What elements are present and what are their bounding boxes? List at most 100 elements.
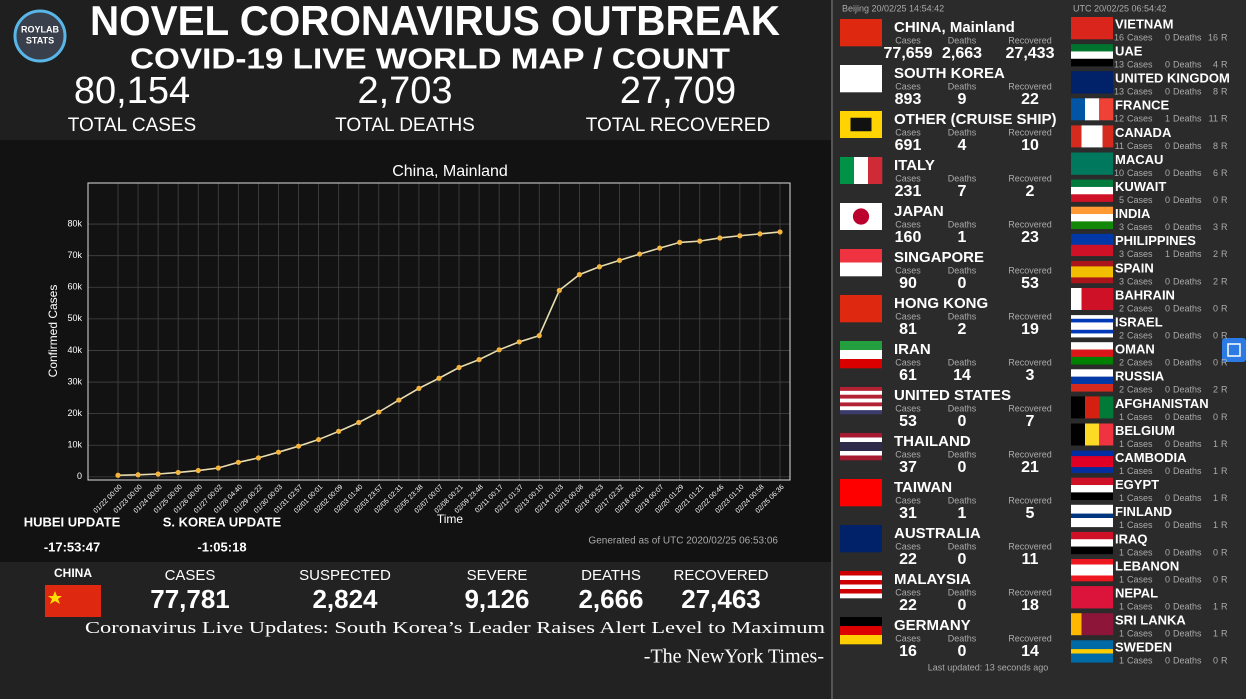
- country-name: BELGIUM: [1115, 423, 1175, 438]
- summary-label: CASES: [165, 567, 216, 584]
- flag: [1071, 214, 1113, 222]
- count: 0: [1165, 520, 1170, 530]
- count-label: Cases: [1127, 168, 1153, 178]
- count-label: Deaths: [1173, 87, 1202, 97]
- count: 31: [899, 505, 917, 522]
- count: 53: [1021, 275, 1039, 292]
- flag: [1071, 333, 1113, 338]
- data-point: [777, 229, 783, 235]
- country-name: UAE: [1115, 44, 1143, 59]
- column-label: Recovered: [1008, 587, 1052, 597]
- summary-value: 27,463: [681, 584, 761, 614]
- count: 7: [1026, 413, 1035, 430]
- data-point: [356, 419, 362, 426]
- y-tick-label: 30k: [67, 376, 82, 386]
- count: 2: [1119, 303, 1124, 313]
- flag: [1071, 564, 1113, 571]
- count: 0: [1165, 439, 1170, 449]
- flag: [1071, 539, 1113, 547]
- flag: [1071, 546, 1113, 555]
- update-time: -1:05:18: [197, 539, 246, 554]
- count-label: R: [1221, 59, 1228, 69]
- count-label: R: [1221, 629, 1228, 639]
- flag: [840, 584, 882, 590]
- column-label: Deaths: [948, 173, 977, 183]
- count: 2: [1213, 276, 1218, 286]
- country-name: SWEDEN: [1115, 640, 1172, 655]
- flag: [840, 406, 882, 411]
- count-label: Cases: [1127, 466, 1153, 476]
- flag: [840, 455, 882, 461]
- count: 13: [1114, 59, 1124, 69]
- count: 1: [958, 505, 967, 522]
- count-label: R: [1221, 276, 1228, 286]
- count: 1: [1213, 439, 1218, 449]
- column-label: Recovered: [1008, 541, 1052, 551]
- count: 231: [895, 183, 922, 200]
- count: 1: [1119, 574, 1124, 584]
- count: 14: [953, 367, 971, 384]
- count: 19: [1021, 321, 1039, 338]
- count: 0: [1213, 656, 1218, 666]
- count-label: R: [1221, 303, 1228, 313]
- count: 77,659: [884, 45, 933, 62]
- column-label: Cases: [895, 265, 921, 275]
- source: -The NewYork Times-: [644, 646, 824, 668]
- count-label: R: [1221, 547, 1228, 557]
- count-label: Deaths: [1173, 168, 1202, 178]
- flag: [1071, 233, 1113, 246]
- count: 0: [1213, 303, 1218, 313]
- count-label: Deaths: [1173, 520, 1202, 530]
- data-point: [596, 264, 603, 270]
- flag: [1071, 653, 1113, 659]
- country-name: KUWAIT: [1115, 179, 1166, 194]
- column-label: Recovered: [1008, 495, 1052, 505]
- flag: [840, 593, 882, 599]
- flag: [1071, 518, 1113, 523]
- count: 2: [1119, 330, 1124, 340]
- stat-label: TOTAL RECOVERED: [586, 115, 770, 136]
- generated-note: Generated as of UTC 2020/02/25 06:53:06: [588, 536, 778, 547]
- count: 90: [899, 275, 917, 292]
- country-name: NEPAL: [1115, 586, 1158, 601]
- count-label: Cases: [1127, 249, 1153, 259]
- count-label: Cases: [1127, 574, 1153, 584]
- count: 0: [1165, 330, 1170, 340]
- count-label: R: [1221, 358, 1228, 368]
- stat-value: 2,703: [357, 70, 452, 112]
- column-label: Cases: [895, 357, 921, 367]
- column-label: Deaths: [948, 403, 977, 413]
- count: 6: [1213, 168, 1218, 178]
- country-name: MACAU: [1115, 152, 1163, 167]
- flag: [1071, 450, 1113, 457]
- data-point: [496, 347, 502, 353]
- count-label: Deaths: [1173, 466, 1202, 476]
- country-name: SOUTH KOREA: [894, 65, 1005, 82]
- count: 37: [899, 459, 917, 476]
- count-label: Cases: [1127, 114, 1153, 124]
- flag: [1071, 194, 1113, 202]
- flag: [840, 571, 882, 576]
- flag: [840, 359, 882, 369]
- flag: [1102, 613, 1114, 636]
- column-label: Cases: [895, 495, 921, 505]
- flag: [1071, 461, 1113, 468]
- count: 691: [895, 137, 922, 154]
- count: 0: [958, 551, 967, 568]
- flag: [840, 442, 882, 447]
- count: 1: [1165, 114, 1170, 124]
- column-label: Recovered: [1008, 449, 1052, 459]
- count: 0: [958, 597, 967, 614]
- count-label: Deaths: [1173, 412, 1202, 422]
- count: 1: [1213, 629, 1218, 639]
- count: 1: [1119, 412, 1124, 422]
- count-label: Deaths: [1173, 141, 1202, 151]
- flag: [1071, 509, 1113, 514]
- count: 10: [1114, 168, 1124, 178]
- data-point: [295, 443, 302, 449]
- count-label: Deaths: [1173, 656, 1202, 666]
- count-label: Deaths: [1173, 629, 1202, 639]
- data-point: [636, 251, 643, 257]
- data-point: [316, 436, 322, 443]
- count-label: Deaths: [1173, 195, 1202, 205]
